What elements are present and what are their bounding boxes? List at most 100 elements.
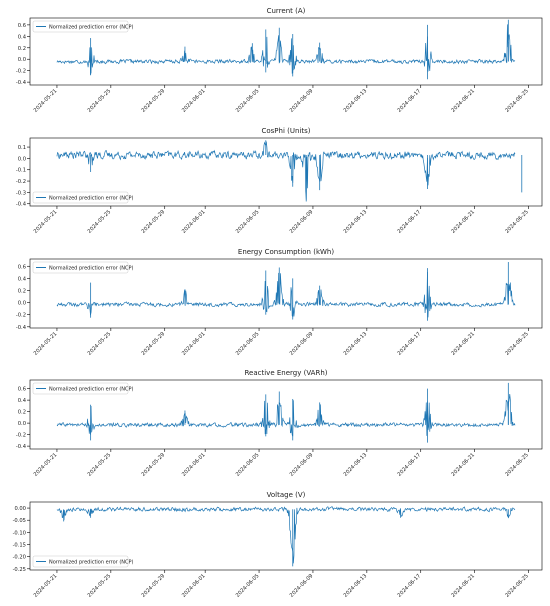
y-tick-label: 0.6 [18, 387, 26, 393]
y-tick-label: 0.4 [18, 34, 27, 40]
chart-panel-4: Reactive Energy (VARh) -0.4 -0.2 0.0 0.2 0.4 0… [16, 369, 543, 478]
y-tick-label: 0.2 [18, 410, 26, 416]
x-tick-label: 2024-06-01 [181, 88, 207, 114]
plot-frame [29, 17, 543, 86]
x-tick-label: 2024-05-25 [87, 209, 113, 235]
x-tick-label: 2024-06-21 [450, 209, 476, 235]
y-tick-label: -0.10 [13, 530, 26, 536]
y-tick-label: -0.1 [16, 168, 26, 174]
plot-frame [29, 258, 543, 329]
x-tick-label: 2024-06-09 [289, 573, 315, 599]
x-tick-label: 2024-05-29 [141, 88, 167, 114]
x-tick-label: 2024-06-13 [343, 209, 369, 235]
legend-label: Normalized prediction error (NCP) [49, 195, 134, 201]
x-tick-label: 2024-06-25 [504, 452, 530, 478]
legend-box [32, 555, 129, 568]
x-tick-label: 2024-06-01 [181, 331, 207, 357]
legend: Normalized prediction error (NCP) [32, 191, 134, 204]
x-tick-label: 2024-05-21 [33, 331, 59, 357]
x-tick-label: 2024-05-29 [141, 573, 167, 599]
series-line [56, 24, 516, 75]
x-tick-label: 2024-06-09 [289, 452, 315, 478]
plot-frame [29, 137, 543, 207]
plot-frame [29, 501, 543, 571]
chart-panel-5: Voltage (V) -0.25 -0.20 -0.15 -0.10 -0.05 0.00… [13, 491, 543, 599]
y-tick-label: 0.0 [18, 57, 26, 63]
x-tick-label: 2024-06-05 [235, 209, 261, 235]
x-tick-label: 2024-06-13 [343, 88, 369, 114]
y-tick-label: 0.0 [18, 156, 26, 162]
y-tick-label: 0.6 [18, 23, 26, 29]
x-tick-label: 2024-06-17 [397, 209, 423, 235]
chart-title: Reactive Energy (VARh) [245, 369, 328, 377]
y-tick-label: 0.6 [18, 264, 26, 270]
x-tick-label: 2024-06-25 [504, 209, 530, 235]
legend-label: Normalized prediction error (NCP) [49, 24, 134, 30]
x-tick-label: 2024-06-05 [235, 573, 261, 599]
x-tick-label: 2024-06-25 [504, 573, 530, 599]
legend-label: Normalized prediction error (NCP) [49, 265, 134, 271]
x-tick-label: 2024-06-21 [450, 573, 476, 599]
legend: Normalized prediction error (NCP) [32, 555, 134, 568]
x-tick-label: 2024-06-05 [235, 331, 261, 357]
legend-box [32, 382, 129, 395]
x-tick-label: 2024-06-13 [343, 331, 369, 357]
x-tick-label: 2024-05-21 [33, 452, 59, 478]
series-line [56, 394, 516, 437]
legend: Normalized prediction error (NCP) [32, 20, 134, 33]
y-tick-label: -0.05 [13, 518, 26, 524]
y-tick-label: -0.2 [16, 313, 26, 319]
legend: Normalized prediction error (NCP) [32, 382, 134, 395]
x-tick-label: 2024-06-25 [504, 88, 530, 114]
x-tick-label: 2024-06-21 [450, 331, 476, 357]
x-tick-label: 2024-05-25 [87, 452, 113, 478]
x-tick-label: 2024-06-21 [450, 452, 476, 478]
chart-title: CosPhi (Units) [261, 127, 310, 135]
x-tick-label: 2024-06-09 [289, 209, 315, 235]
plot-frame [29, 379, 543, 450]
x-tick-label: 2024-06-09 [289, 331, 315, 357]
y-tick-label: -0.4 [16, 444, 27, 450]
series-line [56, 271, 516, 318]
x-tick-label: 2024-05-29 [141, 452, 167, 478]
chart-title: Voltage (V) [267, 491, 306, 499]
chart-panel-1: Current (A) -0.4 -0.2 0.0 0.2 0.4 0.6 2024-05-2… [16, 7, 543, 114]
legend-box [32, 20, 129, 33]
y-tick-label: -0.4 [16, 202, 27, 208]
y-tick-label: -0.2 [16, 69, 26, 75]
x-tick-label: 2024-05-25 [87, 88, 113, 114]
y-tick-label: -0.20 [13, 555, 26, 561]
chart-title: Energy Consumption (kWh) [238, 248, 334, 256]
x-tick-label: 2024-06-17 [397, 331, 423, 357]
y-tick-label: -0.25 [13, 567, 26, 573]
y-tick-label: 0.4 [18, 276, 27, 282]
y-tick-label: 0.0 [18, 421, 26, 427]
y-tick-label: 0.4 [18, 398, 27, 404]
y-tick-label: -0.4 [16, 80, 27, 86]
x-tick-label: 2024-06-21 [450, 88, 476, 114]
legend: Normalized prediction error (NCP) [32, 261, 134, 274]
x-tick-label: 2024-06-25 [504, 331, 530, 357]
x-tick-label: 2024-06-17 [397, 573, 423, 599]
legend-box [32, 261, 129, 274]
x-tick-label: 2024-05-21 [33, 573, 59, 599]
x-tick-label: 2024-05-21 [33, 88, 59, 114]
series-line [56, 506, 516, 564]
x-tick-label: 2024-06-05 [235, 88, 261, 114]
x-tick-label: 2024-05-25 [87, 331, 113, 357]
y-tick-label: 0.1 [18, 145, 26, 151]
chart-panel-3: Energy Consumption (kWh) -0.4 -0.2 0.0 0.2 0.… [16, 248, 543, 357]
x-tick-label: 2024-06-13 [343, 452, 369, 478]
y-tick-label: 0.2 [18, 46, 26, 52]
x-tick-label: 2024-06-01 [181, 452, 207, 478]
y-tick-label: -0.2 [16, 433, 26, 439]
chart-title: Current (A) [267, 7, 306, 15]
legend-label: Normalized prediction error (NCP) [49, 559, 134, 565]
x-tick-label: 2024-05-29 [141, 209, 167, 235]
x-tick-label: 2024-05-25 [87, 573, 113, 599]
y-tick-label: 0.00 [14, 506, 26, 512]
y-tick-label: 0.0 [18, 301, 26, 307]
x-tick-label: 2024-06-01 [181, 573, 207, 599]
chart-panel-2: CosPhi (Units) -0.4 -0.3 -0.2 -0.1 0.0 0.1 2024… [16, 127, 543, 235]
